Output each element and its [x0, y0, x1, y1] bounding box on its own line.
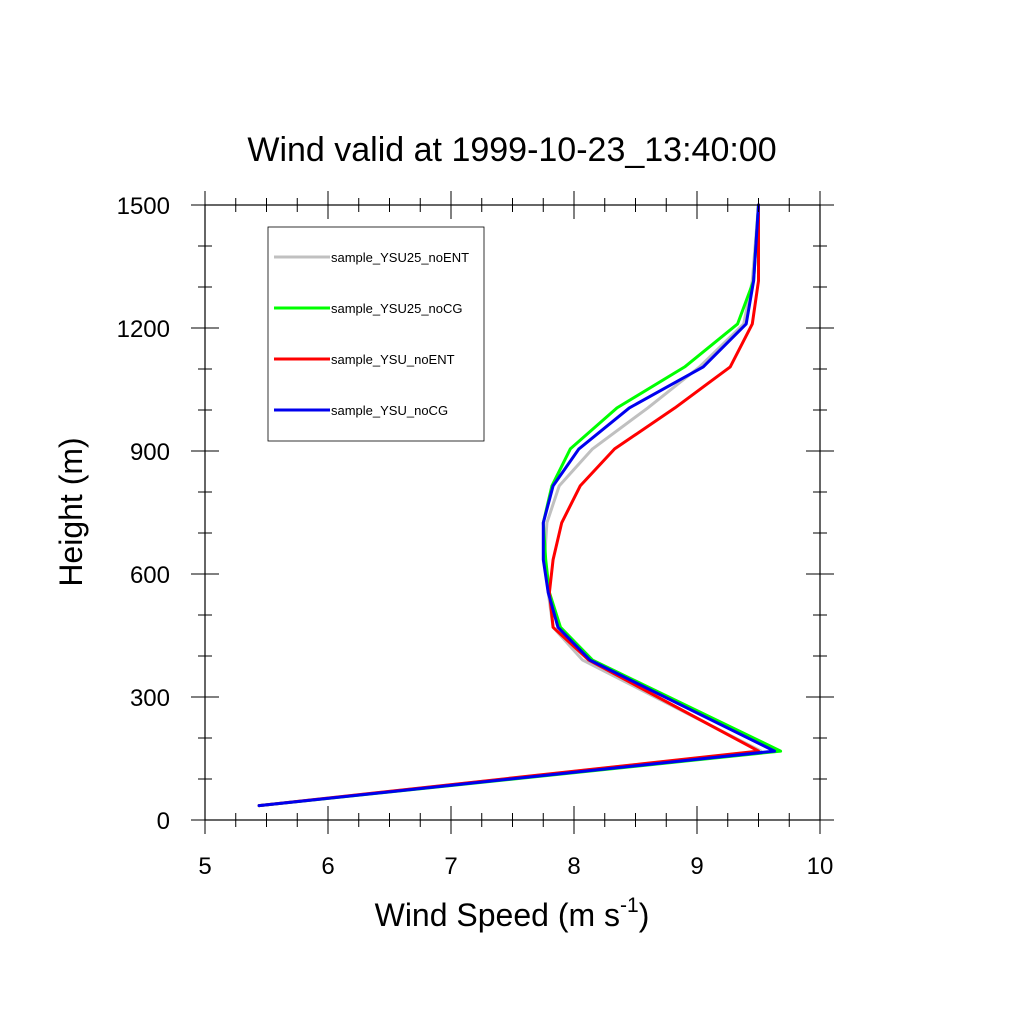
x-axis-label: Wind Speed (m s-1) — [375, 894, 650, 933]
legend: sample_YSU25_noENT sample_YSU25_noCGsampl… — [267, 226, 485, 442]
legend-label: sample_YSU25_noENT — [331, 250, 469, 265]
series-layer — [257, 203, 783, 808]
x-tick-label: 10 — [807, 853, 834, 880]
x-tick-label: 7 — [444, 853, 457, 880]
x-tick-label: 9 — [690, 853, 703, 880]
x-tick-label: 6 — [321, 853, 334, 880]
x-tick-label: 8 — [567, 853, 580, 880]
legend-label: sample_YSU25_noCG — [331, 301, 463, 316]
y-tick-label: 1500 — [117, 193, 170, 220]
legend-label: sample_YSU_noENT — [331, 352, 455, 367]
y-tick-label: 1200 — [117, 316, 170, 343]
series-line-sample_YSU25_noENT — [257, 203, 763, 808]
x-tick-label: 5 — [198, 853, 211, 880]
series-line-sample_YSU_noCG — [257, 203, 776, 808]
ticks-layer: 5 6 7 8 9 10 0 300 600 900 1200 1500 — [117, 191, 834, 880]
y-tick-label: 900 — [130, 439, 170, 466]
x-axis-label-main: Wind Speed (m s — [375, 897, 620, 933]
y-axis-label: Height (m) — [53, 437, 89, 586]
legend-label: sample_YSU_noCG — [331, 403, 448, 418]
chart-title: Wind valid at 1999-10-23_13:40:00 — [247, 131, 776, 169]
y-tick-label: 600 — [130, 562, 170, 589]
y-tick-label: 0 — [157, 808, 170, 835]
legend-box — [267, 226, 485, 442]
y-tick-label: 300 — [130, 685, 170, 712]
x-axis-label-superscript: -1 — [620, 894, 639, 917]
plot-frame — [204, 204, 821, 821]
x-axis-label-close: ) — [639, 897, 650, 933]
